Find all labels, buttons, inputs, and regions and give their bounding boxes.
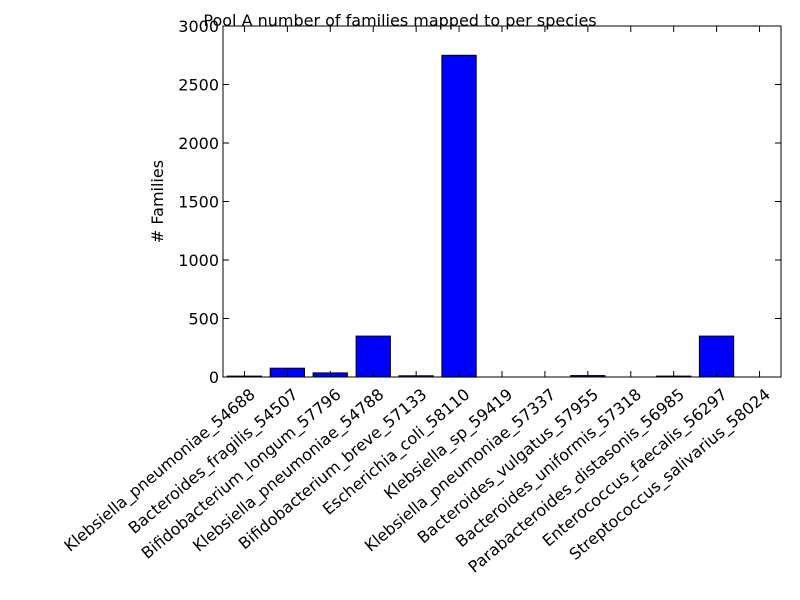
y-tick-label: 0 [209,368,219,387]
y-tick-label: 3000 [178,17,219,36]
ticks-layer: 050010001500200025003000Klebsiella_pneum… [60,17,781,577]
y-tick-label: 1000 [178,251,219,270]
chart-title: Pool A number of families mapped to per … [203,11,596,30]
y-axis-label: # Families [148,160,167,243]
y-tick-label: 2000 [178,134,219,153]
bar-Enterococcus_faecalis_56297 [698,335,735,378]
y-tick-label: 1500 [178,193,219,212]
bars-layer [226,54,735,378]
bar-Klebsiella_pneumoniae_54788 [355,335,391,378]
y-tick-label: 2500 [178,76,219,95]
y-tick-label: 500 [188,310,219,329]
bar-Escherichia_coli_58110 [441,54,477,378]
plot-frame [222,25,782,378]
